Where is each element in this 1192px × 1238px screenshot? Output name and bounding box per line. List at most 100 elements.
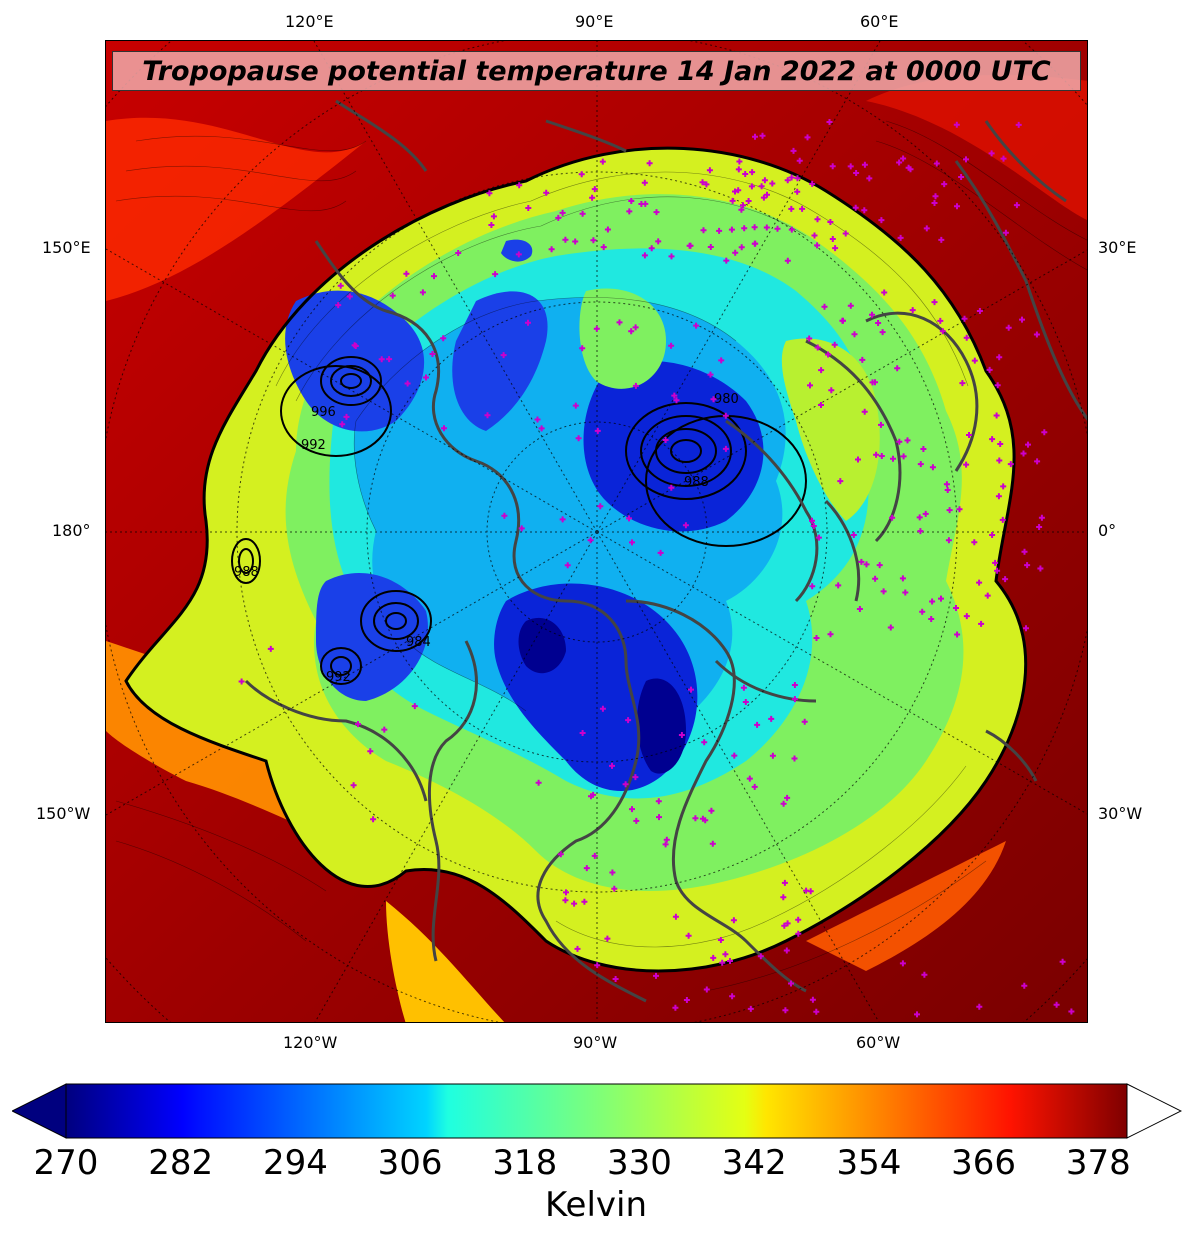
cold-core-lobe: [452, 291, 548, 431]
station-marker: [337, 282, 344, 289]
station-marker: [500, 352, 507, 359]
lon-label-bottom: 90°W: [573, 1033, 618, 1052]
station-marker: [518, 525, 525, 532]
station-marker: [902, 589, 909, 596]
station-marker: [809, 517, 815, 524]
station-marker: [693, 322, 700, 329]
station-marker: [668, 253, 675, 260]
station-marker: [861, 161, 868, 168]
station-marker: [600, 244, 607, 251]
station-marker: [958, 174, 965, 180]
station-marker: [578, 171, 585, 178]
station-marker: [907, 166, 914, 173]
station-marker: [784, 177, 791, 184]
station-marker: [559, 209, 566, 216]
station-marker: [1023, 625, 1029, 632]
map-panel: 996 992 980 988 988 984 992: [105, 40, 1088, 1023]
station-marker: [761, 177, 768, 184]
station-marker: [794, 188, 801, 195]
station-marker: [825, 351, 832, 358]
station-marker: [587, 537, 594, 544]
station-marker: [411, 703, 418, 710]
station-marker: [994, 567, 1001, 574]
station-marker: [847, 163, 854, 170]
station-marker: [707, 244, 714, 250]
station-marker: [801, 718, 808, 725]
station-marker: [799, 205, 806, 212]
station-marker: [581, 898, 588, 905]
colorbar-tick-label: 318: [492, 1143, 558, 1183]
station-marker: [850, 532, 857, 538]
station-marker: [729, 993, 736, 1000]
station-marker: [708, 807, 715, 814]
station-marker: [355, 721, 361, 728]
station-marker: [709, 840, 716, 847]
station-marker: [900, 155, 907, 162]
station-marker: [571, 900, 578, 907]
station-marker: [976, 308, 983, 314]
station-marker: [1000, 155, 1007, 162]
station-marker: [646, 160, 653, 167]
station-marker: [599, 705, 606, 712]
station-marker: [780, 894, 787, 901]
station-marker: [807, 382, 813, 389]
station-marker: [632, 382, 639, 389]
station-marker: [628, 328, 635, 335]
station-marker: [790, 147, 797, 154]
lon-label-bottom: 60°W: [856, 1033, 901, 1052]
graticule: [106, 41, 1087, 1022]
colorbar-tick-label: 282: [148, 1143, 214, 1183]
station-marker: [717, 937, 724, 943]
station-marker: [780, 800, 787, 807]
station-marker: [626, 208, 633, 215]
station-marker: [781, 922, 788, 929]
colorbar-gradient: [65, 1083, 1128, 1139]
station-marker: [763, 224, 770, 231]
lon-label-right: 0°: [1098, 521, 1117, 540]
station-marker: [881, 289, 888, 296]
station-marker: [597, 503, 604, 510]
station-marker: [976, 1003, 983, 1010]
station-marker: [486, 190, 493, 197]
station-marker: [490, 213, 497, 220]
station-marker: [662, 437, 669, 443]
station-marker: [994, 382, 1001, 389]
station-marker: [538, 425, 545, 432]
station-marker: [814, 242, 821, 249]
station-marker: [735, 166, 742, 173]
lon-label-top: 60°E: [860, 12, 899, 31]
station-marker: [931, 200, 938, 206]
station-marker: [986, 366, 993, 373]
station-marker: [938, 236, 945, 243]
station-marker: [916, 514, 923, 521]
station-marker: [1038, 514, 1045, 521]
station-marker: [954, 203, 960, 210]
station-marker: [929, 598, 936, 605]
station-marker: [1002, 576, 1009, 583]
colorbar-extend-low: [10, 1083, 67, 1139]
cold-core-lobe: [285, 290, 425, 432]
station-marker: [641, 179, 648, 186]
station-marker: [594, 962, 601, 969]
cold-core-deep: [636, 678, 686, 774]
station-marker: [788, 205, 795, 212]
station-marker: [738, 206, 745, 213]
station-marker: [784, 257, 791, 264]
station-marker: [754, 721, 761, 728]
station-marker: [810, 523, 817, 529]
station-marker: [760, 194, 767, 201]
station-marker: [878, 217, 885, 224]
station-marker: [628, 198, 635, 204]
station-marker: [922, 510, 929, 517]
station-marker: [809, 583, 816, 590]
station-marker: [591, 852, 598, 859]
station-marker: [921, 971, 928, 978]
station-marker: [939, 328, 946, 335]
station-marker: [722, 412, 729, 419]
station-marker: [655, 238, 662, 245]
station-marker: [663, 836, 670, 843]
station-marker: [904, 437, 911, 444]
station-marker: [562, 897, 569, 904]
station-marker: [847, 302, 854, 309]
station-marker: [590, 791, 597, 798]
